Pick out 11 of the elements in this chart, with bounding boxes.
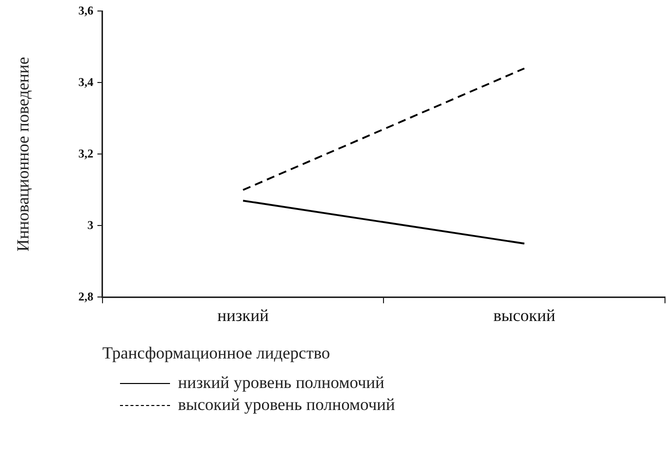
x-tick-label: низкий	[217, 306, 269, 325]
y-tick-label: 3,2	[78, 146, 94, 160]
y-tick-label: 3,4	[78, 74, 94, 89]
legend-label: низкий уровень полномочий	[178, 373, 384, 393]
y-tick-label: 2,8	[78, 289, 94, 304]
legend-label: высокий уровень полномочий	[178, 395, 395, 415]
x-tick-label: высокий	[493, 306, 556, 325]
y-axis-title: Инновационное поведение	[14, 56, 33, 252]
y-tick-label: 3	[87, 218, 94, 232]
x-axis-title: Трансформационное лидерство	[102, 343, 330, 362]
y-tick-label: 3,6	[78, 3, 94, 18]
